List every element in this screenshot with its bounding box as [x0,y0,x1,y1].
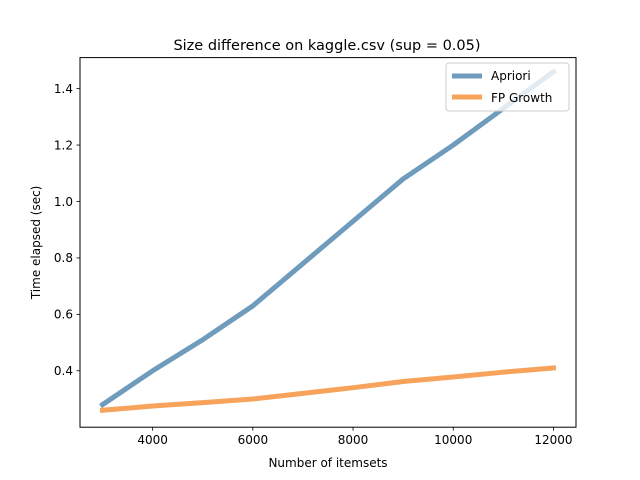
series-line-fp-growth [99,365,557,413]
y-tick-label: 1.2 [54,138,73,152]
x-tick-label: 12000 [534,433,572,447]
y-tick-label: 0.8 [54,251,73,265]
x-axis-label: Number of itemsets [268,456,387,470]
legend: Apriori FP Growth [445,62,570,112]
legend-label-fp-growth: FP Growth [491,91,552,105]
legend-label-apriori: Apriori [491,69,531,83]
x-tick-label: 10000 [434,433,472,447]
x-axis-ticks: 4000 6000 8000 10000 12000 [137,427,573,447]
y-tick-label: 1.4 [54,82,73,96]
series-layer [99,68,557,413]
plot-frame [79,57,577,428]
y-axis-ticks: 0.4 0.6 0.8 1.0 1.2 1.4 [54,82,80,378]
plot-area [79,57,577,428]
x-tick-label: 4000 [137,433,168,447]
series-line-apriori [99,68,557,409]
x-tick-label: 6000 [238,433,269,447]
y-tick-label: 0.4 [54,364,73,378]
y-tick-label: 0.6 [54,308,73,322]
y-tick-label: 1.0 [54,195,73,209]
chart-title: Size difference on kaggle.csv (sup = 0.0… [173,38,480,54]
x-tick-label: 8000 [338,433,369,447]
y-axis-label: Time elapsed (sec) [29,186,43,301]
